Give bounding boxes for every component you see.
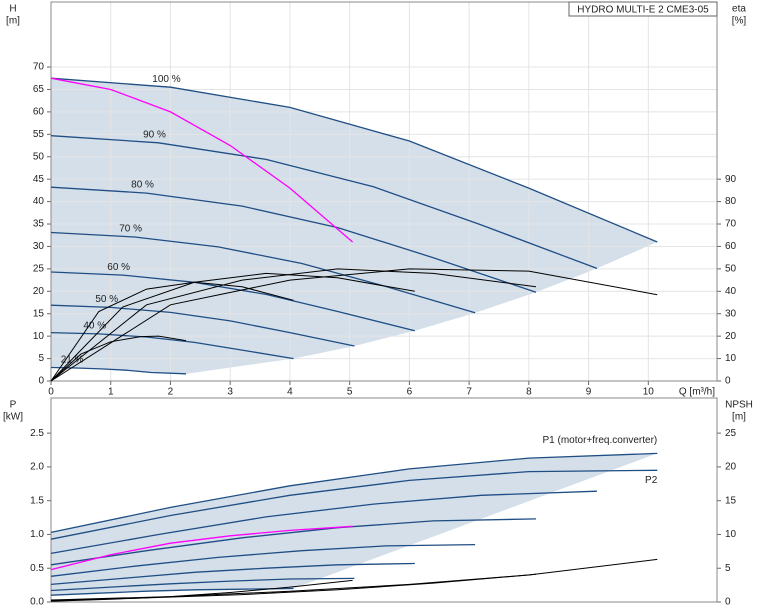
x-tick-label: 6 <box>407 387 413 398</box>
y2-label: eta <box>732 4 746 15</box>
x-tick-label: 9 <box>586 387 592 398</box>
y-tick-label: 35 <box>33 219 45 230</box>
x-tick-label: 2 <box>168 387 174 398</box>
curve-label: 100 % <box>152 74 180 85</box>
y2-tick-label: 5 <box>725 563 731 574</box>
y-tick-label: 30 <box>33 241 45 252</box>
y-tick-label: 20 <box>33 286 45 297</box>
plot-frame <box>50 1 718 382</box>
x-tick-label: 3 <box>227 387 233 398</box>
y-tick-label: 2.0 <box>30 462 44 473</box>
y-tick-label: 2.5 <box>30 428 44 439</box>
curve-label: 60 % <box>107 262 130 273</box>
x-tick-label: 7 <box>466 387 472 398</box>
chart-title: HYDRO MULTI-E 2 CME3-05 <box>577 5 709 16</box>
x-tick-label: 1 <box>108 387 114 398</box>
x-tick-label: 5 <box>347 387 353 398</box>
y2-tick-label: 20 <box>725 462 737 473</box>
curve <box>50 77 354 243</box>
curve-label: 70 % <box>119 224 142 235</box>
y2-tick-label: 70 <box>725 219 737 230</box>
curve <box>50 268 658 382</box>
curve <box>50 271 415 332</box>
curve <box>50 335 187 382</box>
curve <box>50 525 353 571</box>
curve-label: P1 (motor+freq.converter) <box>543 435 658 446</box>
y2-tick-label: 0 <box>725 376 731 387</box>
curve <box>50 331 294 360</box>
y2-tick-label: 15 <box>725 495 737 506</box>
y-label: H <box>9 4 16 15</box>
curve <box>50 186 537 293</box>
curve <box>50 77 658 243</box>
y2-tick-label: 20 <box>725 331 737 342</box>
curve <box>50 469 658 540</box>
y-unit: [m] <box>6 16 20 27</box>
x-tick-label: 0 <box>48 387 54 398</box>
y2-tick-label: 40 <box>725 286 737 297</box>
y2-tick-label: 90 <box>725 174 737 185</box>
curve <box>50 543 476 577</box>
x-tick-label: 10 <box>643 387 655 398</box>
curve-label: P2 <box>645 475 658 486</box>
y-tick-label: 0.5 <box>30 563 44 574</box>
y-tick-label: 65 <box>33 84 45 95</box>
y-tick-label: 0.0 <box>30 597 44 608</box>
y-tick-label: 55 <box>33 129 45 140</box>
curve <box>50 272 415 382</box>
y-tick-label: 1.0 <box>30 529 44 540</box>
y2-tick-label: 10 <box>725 529 737 540</box>
curve-label: 21 % <box>61 355 84 366</box>
x-tick-label: 8 <box>526 387 532 398</box>
curve-label: 90 % <box>143 129 166 140</box>
curve <box>50 452 658 534</box>
y-tick-label: 50 <box>33 151 45 162</box>
operating-area <box>51 78 658 374</box>
y-tick-label: 1.5 <box>30 495 44 506</box>
y-tick-label: 10 <box>33 331 45 342</box>
curve <box>50 135 598 270</box>
x-label: Q [m³/h] <box>679 387 715 398</box>
y-tick-label: 5 <box>38 353 44 364</box>
x-tick-label: 4 <box>287 387 293 398</box>
y-unit: [kW] <box>3 412 23 423</box>
plot-frame <box>50 397 718 603</box>
curve <box>50 490 597 555</box>
y-tick-label: 45 <box>33 174 45 185</box>
y2-tick-label: 60 <box>725 241 737 252</box>
y2-unit: [m] <box>732 412 746 423</box>
y2-tick-label: 0 <box>725 597 731 608</box>
curve <box>50 579 353 602</box>
curve <box>50 562 415 586</box>
y-tick-label: 25 <box>33 264 45 275</box>
y-tick-label: 40 <box>33 196 45 207</box>
y2-unit: [%] <box>732 16 747 27</box>
curve-label: 50 % <box>95 294 118 305</box>
curve <box>50 518 537 566</box>
curve <box>50 587 294 596</box>
curve-label: 80 % <box>131 180 154 191</box>
title-box <box>568 1 718 17</box>
curve-label: 40 % <box>83 321 106 332</box>
curve <box>50 304 355 347</box>
y-tick-label: 15 <box>33 308 45 319</box>
y-label: P <box>10 400 17 411</box>
y-tick-label: 60 <box>33 107 45 118</box>
y2-tick-label: 80 <box>725 196 737 207</box>
y2-tick-label: 50 <box>725 264 737 275</box>
y-tick-label: 0 <box>38 376 44 387</box>
y2-tick-label: 10 <box>725 353 737 364</box>
curve <box>50 281 294 382</box>
y2-tick-label: 30 <box>725 308 737 319</box>
y2-label: NPSH <box>725 400 753 411</box>
curve <box>50 577 355 592</box>
y2-tick-label: 25 <box>725 428 737 439</box>
curve <box>50 231 476 314</box>
y-tick-label: 70 <box>33 62 45 73</box>
operating-area <box>51 453 658 596</box>
